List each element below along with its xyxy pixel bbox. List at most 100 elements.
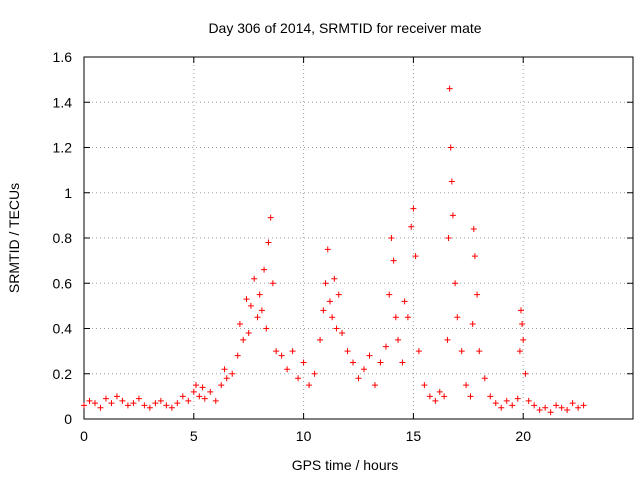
data-point: [467, 393, 474, 400]
data-point: [449, 212, 456, 219]
data-point: [240, 336, 247, 343]
y-tick-label: 0: [64, 411, 72, 427]
grid: [84, 57, 633, 419]
data-point: [168, 404, 175, 411]
data-point: [146, 404, 153, 411]
data-point: [258, 307, 265, 314]
data-point: [580, 402, 587, 409]
data-point: [520, 336, 527, 343]
x-tick-label: 5: [190, 428, 198, 444]
data-point: [447, 144, 454, 151]
data-point: [436, 388, 443, 395]
x-tick-label: 0: [80, 428, 88, 444]
data-point: [569, 400, 576, 407]
data-point: [339, 330, 346, 337]
data-point: [469, 320, 476, 327]
data-point: [81, 402, 87, 409]
data-point: [355, 375, 362, 382]
data-point: [395, 336, 402, 343]
data-point: [245, 330, 252, 337]
data-point: [516, 348, 523, 355]
y-tick-label: 0.8: [53, 230, 73, 246]
data-point: [412, 253, 419, 260]
data-point: [247, 302, 254, 309]
data-point: [470, 225, 477, 232]
data-point: [366, 352, 373, 359]
data-point: [326, 298, 333, 305]
data-point: [458, 348, 465, 355]
data-point: [509, 402, 516, 409]
y-tick-label: 1.4: [53, 94, 73, 110]
data-point: [278, 352, 285, 359]
data-point: [408, 223, 415, 230]
data-point: [333, 325, 340, 332]
data-point: [448, 178, 455, 185]
data-point: [300, 359, 307, 366]
data-point: [386, 291, 393, 298]
data-point: [329, 314, 336, 321]
data-point: [487, 393, 494, 400]
data-point: [344, 348, 351, 355]
data-point: [382, 343, 389, 350]
y-axis-label: SRMTID / TECUs: [6, 183, 22, 293]
data-point: [236, 320, 243, 327]
data-point: [331, 275, 338, 282]
data-point: [377, 359, 384, 366]
data-point: [261, 266, 268, 273]
data-point: [492, 400, 499, 407]
data-point: [503, 397, 510, 404]
data-point: [243, 296, 250, 303]
data-point: [269, 280, 276, 287]
data-point: [163, 402, 170, 409]
data-point: [371, 382, 378, 389]
data-point: [522, 370, 529, 377]
y-tick-label: 0.4: [53, 321, 73, 337]
x-tick-label: 20: [515, 428, 531, 444]
data-point: [392, 314, 399, 321]
data-point: [542, 404, 549, 411]
data-point: [174, 400, 181, 407]
data-point: [273, 348, 280, 355]
data-point: [86, 397, 93, 404]
data-point: [388, 235, 395, 241]
data-point: [130, 400, 137, 407]
data-point: [558, 404, 565, 411]
data-point: [119, 397, 126, 404]
data-point: [135, 395, 142, 402]
data-point: [335, 291, 342, 298]
data-point: [254, 314, 261, 321]
ticks: 0 0.2 0.4 0.6 0.8 1 1.2 1.4 1.6 0 5 10 15 20: [53, 49, 633, 444]
data-point: [218, 382, 225, 389]
data-point: [320, 307, 327, 314]
y-tick-label: 0.2: [53, 366, 73, 382]
data-point: [102, 395, 109, 402]
data-point: [471, 253, 478, 260]
data-point: [432, 397, 439, 404]
x-tick-label: 15: [406, 428, 422, 444]
data-point: [324, 246, 331, 253]
data-point: [190, 388, 197, 395]
data-point: [185, 397, 192, 404]
data-point: [519, 320, 526, 327]
data-point: [575, 404, 582, 411]
y-tick-label: 0.6: [53, 275, 73, 291]
data-point: [113, 393, 120, 400]
data-point: [525, 397, 532, 404]
data-point: [401, 298, 408, 305]
data-point: [124, 402, 131, 409]
data-point: [263, 325, 270, 332]
data-point: [547, 409, 554, 416]
data-point: [267, 214, 274, 221]
data-point: [256, 291, 263, 298]
data-point: [179, 393, 186, 400]
data-point: [441, 393, 448, 400]
data-point: [421, 382, 428, 389]
data-point: [390, 257, 397, 264]
data-point: [295, 375, 302, 382]
data-point: [360, 366, 367, 373]
data-point: [201, 395, 208, 402]
data-point: [212, 397, 219, 404]
data-point: [481, 375, 488, 382]
data-point: [192, 382, 199, 389]
